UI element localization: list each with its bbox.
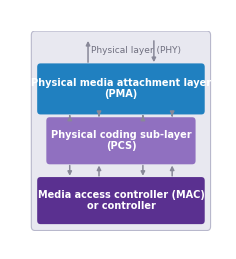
Text: (PCS): (PCS) <box>106 141 136 151</box>
FancyBboxPatch shape <box>37 63 205 114</box>
FancyBboxPatch shape <box>46 117 196 164</box>
Text: or controller: or controller <box>87 201 155 211</box>
Text: Media access controller (MAC): Media access controller (MAC) <box>38 190 204 200</box>
Text: Physical layer (PHY): Physical layer (PHY) <box>91 46 181 55</box>
Text: Physical coding sub-layer: Physical coding sub-layer <box>51 130 191 140</box>
FancyBboxPatch shape <box>37 177 205 224</box>
Text: (PMA): (PMA) <box>104 90 138 99</box>
Text: Physical media attachment layer: Physical media attachment layer <box>31 78 211 88</box>
FancyBboxPatch shape <box>31 31 211 231</box>
